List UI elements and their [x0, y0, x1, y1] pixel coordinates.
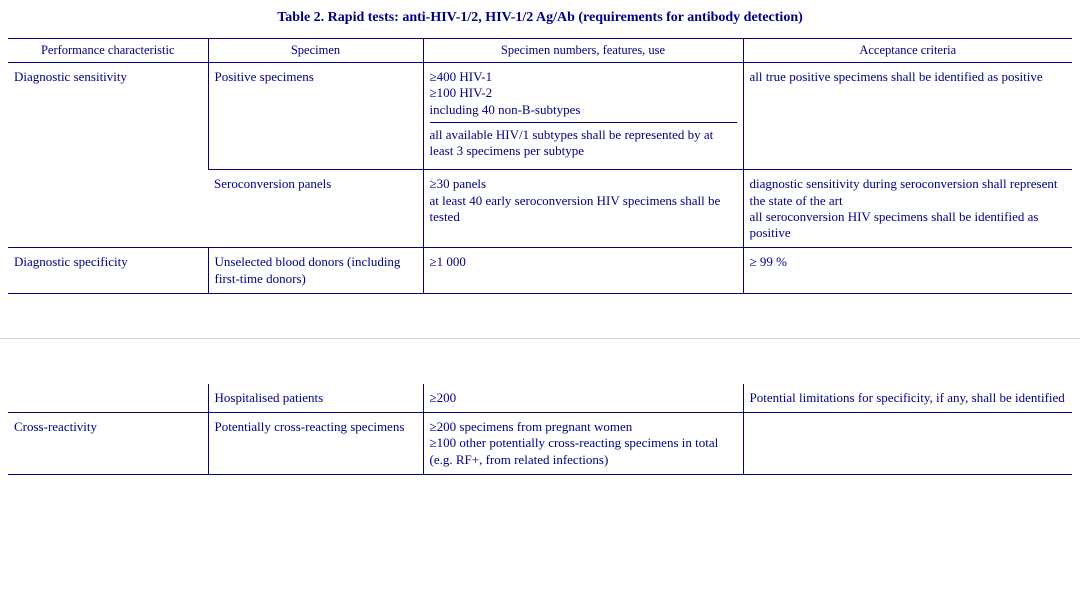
col-header-numbers: Specimen numbers, features, use [423, 39, 743, 63]
cell-performance: Diagnostic specificity [8, 248, 208, 294]
cell-acceptance: ≥ 99 % [743, 248, 1072, 294]
cell-specimen: Hospitalised patients [208, 384, 423, 413]
table-row: Hospitalised patients ≥200 Potential lim… [8, 384, 1072, 413]
cell-specimen: Potentially cross-reacting specimens [208, 413, 423, 475]
table-title: Table 2. Rapid tests: anti-HIV-1/2, HIV-… [8, 10, 1072, 26]
cell-numbers: ≥200 [423, 384, 743, 413]
page-break-gap [0, 294, 1080, 384]
cell-numbers: ≥200 specimens from pregnant women ≥100 … [423, 413, 743, 475]
table-row: Cross-reactivity Potentially cross-react… [8, 413, 1072, 475]
col-header-performance: Performance characteristic [8, 39, 208, 63]
cell-performance: Cross-reactivity [8, 413, 208, 475]
cell-acceptance: Potential limitations for specificity, i… [743, 384, 1072, 413]
cell-specimen: Positive specimens [208, 63, 423, 170]
cell-numbers-part-a: ≥400 HIV-1 ≥100 HIV-2 including 40 non-B… [430, 69, 737, 118]
cell-performance [8, 384, 208, 413]
cell-numbers: ≥400 HIV-1 ≥100 HIV-2 including 40 non-B… [423, 63, 743, 170]
col-header-acceptance: Acceptance criteria [743, 39, 1072, 63]
cell-acceptance: all true positive specimens shall be ide… [743, 63, 1072, 170]
requirements-table-part2: Hospitalised patients ≥200 Potential lim… [8, 384, 1072, 475]
table-header-row: Performance characteristic Specimen Spec… [8, 39, 1072, 63]
cell-numbers: ≥30 panels at least 40 early seroconvers… [423, 170, 743, 248]
cell-numbers-part-b: all available HIV/1 subtypes shall be re… [430, 122, 737, 160]
table-row: Diagnostic sensitivity Positive specimen… [8, 63, 1072, 170]
requirements-table-part1: Performance characteristic Specimen Spec… [8, 38, 1072, 294]
cell-performance: Diagnostic sensitivity [8, 63, 208, 248]
cell-specimen: Seroconversion panels [208, 170, 423, 248]
col-header-specimen: Specimen [208, 39, 423, 63]
cell-acceptance: diagnostic sensitivity during seroconver… [743, 170, 1072, 248]
cell-acceptance [743, 413, 1072, 475]
cell-specimen: Unselected blood donors (including first… [208, 248, 423, 294]
table-row: Diagnostic specificity Unselected blood … [8, 248, 1072, 294]
cell-numbers: ≥1 000 [423, 248, 743, 294]
